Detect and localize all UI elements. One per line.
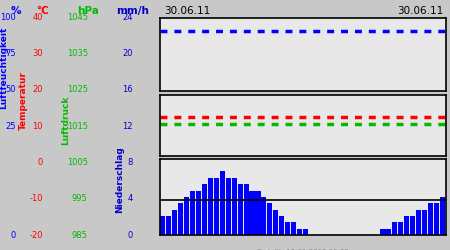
Bar xyxy=(261,197,266,235)
Bar xyxy=(208,178,213,235)
Bar xyxy=(279,216,284,235)
Text: 20: 20 xyxy=(122,49,133,58)
Bar xyxy=(380,229,386,235)
Bar xyxy=(190,190,195,235)
Text: 30.06.11: 30.06.11 xyxy=(164,6,211,16)
Bar xyxy=(422,210,427,235)
Text: 0: 0 xyxy=(10,230,16,239)
Text: Temperatur: Temperatur xyxy=(19,70,28,130)
Bar xyxy=(178,203,183,235)
Text: °C: °C xyxy=(36,6,49,16)
Text: Luftfeuchtigkeit: Luftfeuchtigkeit xyxy=(0,26,8,109)
Text: 25: 25 xyxy=(5,122,16,131)
Bar xyxy=(214,178,219,235)
Text: 1015: 1015 xyxy=(67,122,88,131)
Bar xyxy=(428,203,433,235)
Bar xyxy=(392,222,397,235)
Text: 1035: 1035 xyxy=(67,49,88,58)
Bar xyxy=(291,222,296,235)
Bar xyxy=(184,197,189,235)
Bar xyxy=(220,172,225,235)
Bar xyxy=(410,216,415,235)
Bar xyxy=(256,190,261,235)
Bar xyxy=(238,184,243,235)
Text: 1045: 1045 xyxy=(67,13,88,22)
Bar xyxy=(249,190,255,235)
Text: 30.06.11: 30.06.11 xyxy=(397,6,443,16)
Bar xyxy=(387,229,392,235)
Text: 10: 10 xyxy=(32,122,43,131)
Bar xyxy=(166,216,171,235)
Bar xyxy=(202,184,207,235)
Text: 1025: 1025 xyxy=(67,86,88,94)
Text: Erstellt: 10.01.2012 20:32: Erstellt: 10.01.2012 20:32 xyxy=(256,249,349,250)
Text: 0: 0 xyxy=(127,230,133,239)
Bar xyxy=(285,222,290,235)
Bar xyxy=(303,229,308,235)
Text: 0: 0 xyxy=(37,158,43,167)
Bar xyxy=(273,210,279,235)
Bar xyxy=(440,197,445,235)
Text: 1005: 1005 xyxy=(67,158,88,167)
Text: 30: 30 xyxy=(32,49,43,58)
Text: -10: -10 xyxy=(29,194,43,203)
Text: Niederschlag: Niederschlag xyxy=(115,146,124,214)
Text: -20: -20 xyxy=(29,230,43,239)
Text: 985: 985 xyxy=(72,230,88,239)
Bar xyxy=(434,203,439,235)
Bar xyxy=(404,216,410,235)
Text: 995: 995 xyxy=(72,194,88,203)
Bar xyxy=(297,229,302,235)
Text: Luftdruck: Luftdruck xyxy=(61,95,70,145)
Bar xyxy=(243,184,248,235)
Text: 8: 8 xyxy=(127,158,133,167)
Bar xyxy=(416,210,421,235)
Text: 16: 16 xyxy=(122,86,133,94)
Text: 50: 50 xyxy=(5,86,16,94)
Text: 24: 24 xyxy=(122,13,133,22)
Bar xyxy=(172,210,177,235)
Bar xyxy=(196,190,201,235)
Text: 20: 20 xyxy=(32,86,43,94)
Text: 100: 100 xyxy=(0,13,16,22)
Text: 4: 4 xyxy=(127,194,133,203)
Text: %: % xyxy=(10,6,21,16)
Bar xyxy=(226,178,231,235)
Bar xyxy=(398,222,403,235)
Text: 40: 40 xyxy=(32,13,43,22)
Text: 75: 75 xyxy=(5,49,16,58)
Text: 12: 12 xyxy=(122,122,133,131)
Text: hPa: hPa xyxy=(77,6,99,16)
Bar xyxy=(160,216,165,235)
Bar xyxy=(267,203,272,235)
Text: mm/h: mm/h xyxy=(116,6,149,16)
Bar xyxy=(232,178,237,235)
